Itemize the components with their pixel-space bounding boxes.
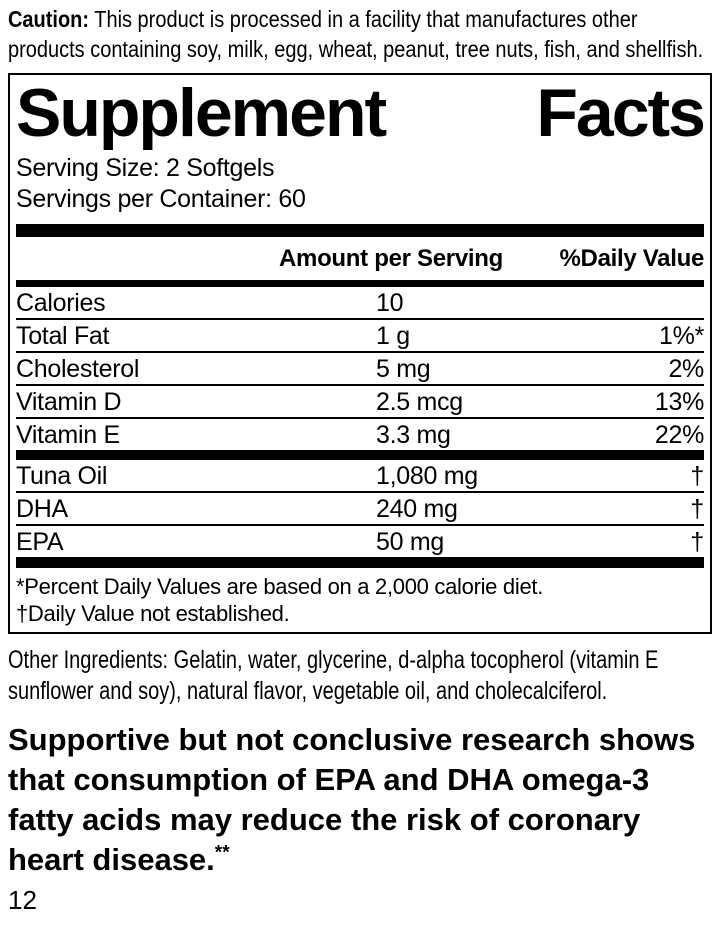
- nutrient-amount: 10: [376, 289, 404, 317]
- ingredient-amount: 1,080 mg: [376, 462, 478, 490]
- ingredient-name: DHA: [16, 495, 68, 523]
- nutrient-daily-value: 2%: [668, 355, 704, 383]
- column-header-amount: Amount per Serving: [279, 245, 503, 272]
- label-page: Caution: This product is processed in a …: [8, 4, 712, 915]
- nutrient-name: Total Fat: [16, 322, 110, 350]
- other-ingredients-paragraph: Other Ingredients: Gelatin, water, glyce…: [8, 646, 659, 705]
- health-claim-text: Supportive but not conclusive research s…: [8, 722, 696, 877]
- ingredient-name: Tuna Oil: [16, 462, 108, 490]
- ingredient-amount: 50 mg: [376, 528, 444, 556]
- table-row-calories: Calories 10: [16, 287, 704, 320]
- title-word-supplement: Supplement: [16, 75, 387, 151]
- nutrient-daily-value: 22%: [654, 421, 704, 449]
- table-row-dha: DHA 240 mg †: [16, 493, 704, 526]
- nutrient-name: Vitamin E: [16, 421, 120, 449]
- table-row-epa: EPA 50 mg †: [16, 526, 704, 557]
- table-row-tuna-oil: Tuna Oil 1,080 mg †: [16, 460, 704, 493]
- nutrient-amount: 2.5 mcg: [376, 388, 463, 416]
- ingredient-amount: 240 mg: [376, 495, 458, 523]
- servings-per-container: Servings per Container: 60: [16, 185, 306, 213]
- caution-text: This product is processed in a facility …: [8, 6, 704, 62]
- table-row-vitamin-d: Vitamin D 2.5 mcg 13%: [16, 386, 704, 419]
- column-header-daily-value: %Daily Value: [559, 245, 705, 272]
- health-claim-superscript: **: [214, 842, 230, 864]
- dagger-symbol: †: [690, 495, 704, 523]
- nutrient-name: Calories: [16, 289, 106, 317]
- footnote-percent-dv: *Percent Daily Values are based on a 2,0…: [16, 574, 544, 599]
- page-number: 12: [8, 885, 37, 915]
- supplement-facts-panel: Supplement Facts Serving Size: 2 Softgels…: [8, 73, 712, 634]
- table-row-vitamin-e: Vitamin E 3.3 mg 22%: [16, 419, 704, 450]
- nutrient-daily-value: 1%*: [659, 322, 704, 350]
- divider-bar-top: [16, 224, 704, 237]
- nutrient-name: Cholesterol: [16, 355, 140, 383]
- ingredient-name: EPA: [16, 528, 64, 556]
- supplement-facts-title: Supplement Facts: [16, 75, 706, 151]
- footnotes-block: *Percent Daily Values are based on a 2,0…: [16, 568, 704, 629]
- divider-bar-bottom: [16, 557, 704, 568]
- title-word-facts: Facts: [536, 75, 706, 151]
- table-row-cholesterol: Cholesterol 5 mg 2%: [16, 353, 704, 386]
- caution-label: Caution:: [8, 6, 90, 32]
- footnote-dagger: †Daily Value not established.: [16, 601, 290, 626]
- dagger-symbol: †: [690, 528, 704, 556]
- dagger-symbol: †: [690, 462, 704, 490]
- caution-paragraph: Caution: This product is processed in a …: [8, 4, 712, 64]
- nutrient-name: Vitamin D: [16, 388, 122, 416]
- health-claim-paragraph: Supportive but not conclusive research s…: [8, 720, 712, 880]
- nutrient-amount: 3.3 mg: [376, 421, 451, 449]
- nutrient-amount: 5 mg: [376, 355, 431, 383]
- nutrient-amount: 1 g: [376, 322, 410, 350]
- divider-bar-header: [16, 280, 704, 287]
- serving-size: Serving Size: 2 Softgels: [16, 154, 275, 182]
- table-header-row: Amount per Serving %Daily Value: [16, 237, 704, 280]
- nutrient-daily-value: 13%: [654, 388, 704, 416]
- table-row-total-fat: Total Fat 1 g 1%*: [16, 320, 704, 353]
- divider-bar-middle: [16, 450, 704, 460]
